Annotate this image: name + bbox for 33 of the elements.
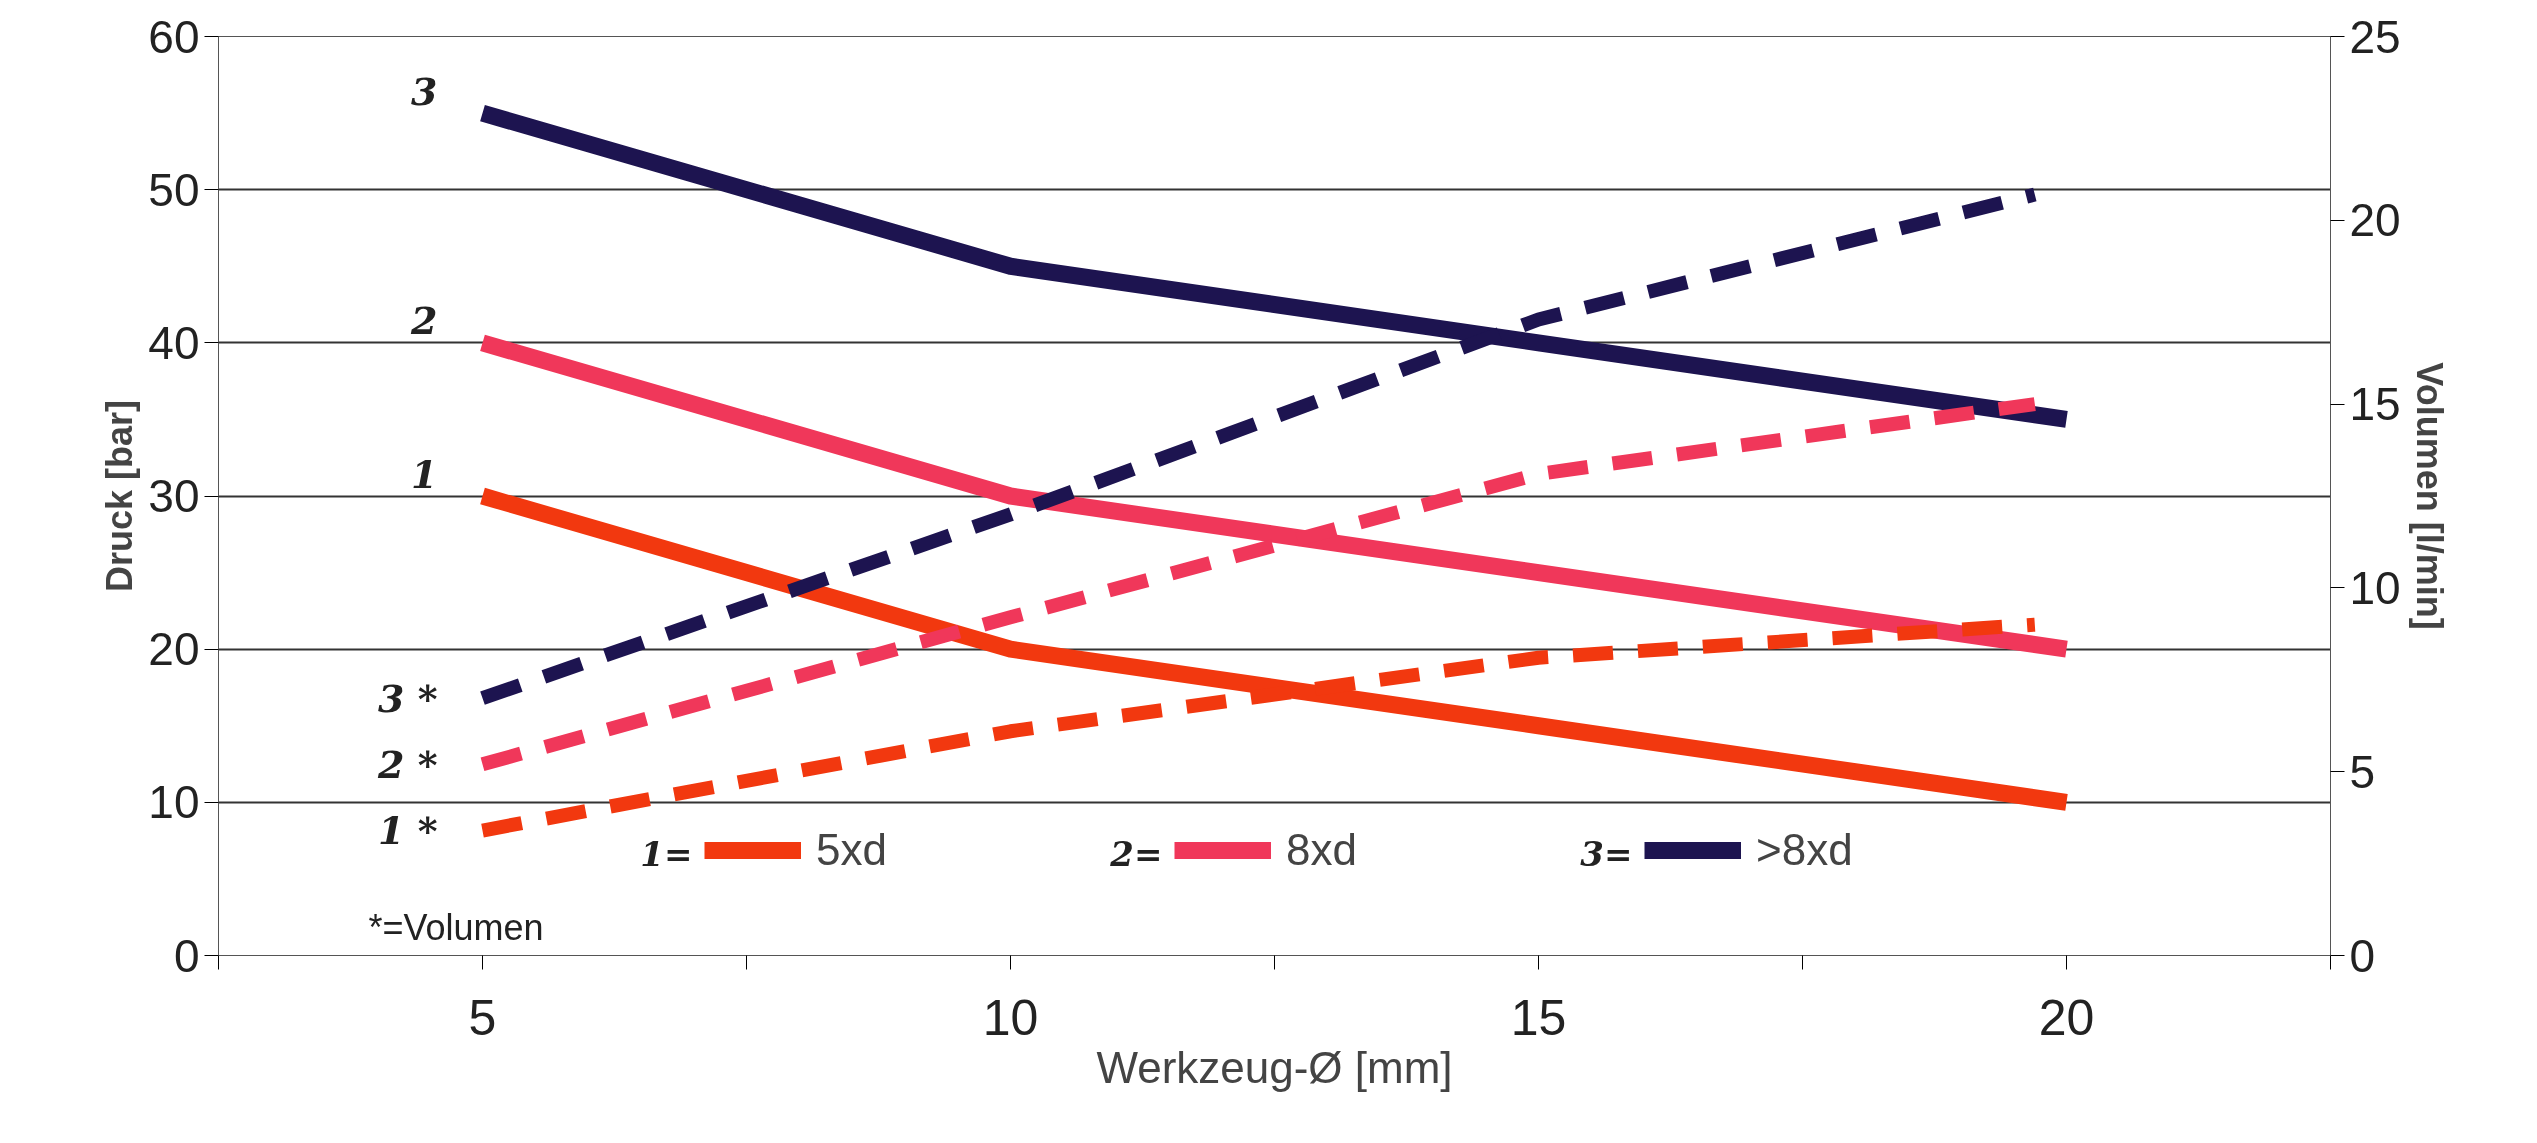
annotation: 3 [411, 68, 438, 114]
annotation: 2 [410, 298, 438, 344]
annotation: 2 * [376, 741, 438, 787]
y2-axis-title: Volumen [l/min] [2408, 362, 2450, 630]
x-tick-label: 20 [2038, 989, 2095, 1046]
annotation: 1 [411, 451, 438, 497]
annotation: 3 * [377, 675, 438, 721]
legend-label: 8xd [1286, 825, 1357, 874]
y2-tick-label: 5 [2349, 745, 2376, 798]
annotation: 1 * [377, 808, 438, 854]
legend-label: >8xd [1756, 825, 1854, 875]
y2-tick-label: 15 [2349, 378, 2401, 431]
y2-tick-label: 10 [2349, 561, 2401, 614]
annotation: 3= [1580, 833, 1633, 874]
annotation: 2= [1109, 833, 1163, 874]
x-tick-label: 5 [468, 989, 497, 1046]
y-tick-label: 30 [148, 470, 200, 522]
y-tick-label: 0 [173, 929, 200, 982]
x-tick-label: 10 [982, 989, 1039, 1046]
x-tick-label: 15 [1510, 989, 1567, 1046]
y2-tick-label: 20 [2349, 194, 2401, 247]
x-axis-title: Werkzeug-Ø [mm] [1096, 1042, 1453, 1092]
y-tick-label: 10 [148, 776, 200, 829]
y2-tick-label: 0 [2349, 929, 2376, 982]
annotation: *=Volumen [368, 906, 544, 948]
annotation: 1= [640, 833, 693, 874]
y-axis-title: Druck [bar] [99, 399, 141, 593]
legend-label: 5xd [816, 825, 887, 874]
y-tick-label: 20 [148, 623, 200, 676]
y2-tick-label: 25 [2349, 10, 2401, 63]
y-tick-label: 50 [148, 163, 200, 216]
y-tick-label: 40 [148, 316, 200, 369]
y-tick-label: 60 [148, 10, 200, 63]
